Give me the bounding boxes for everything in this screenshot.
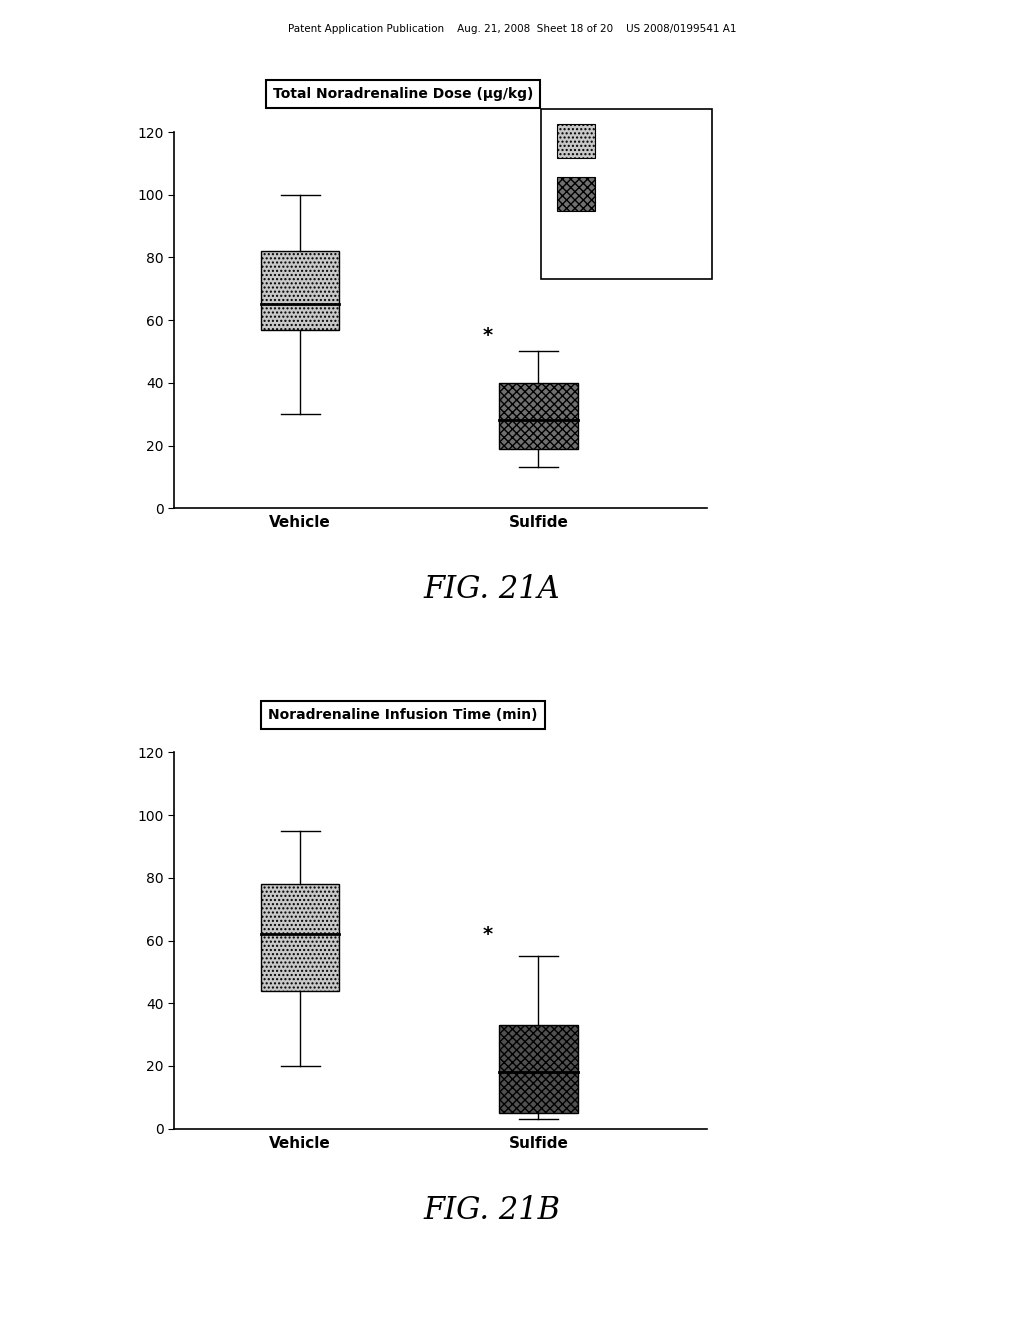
Bar (499, 383, 578, 449)
Text: FIG. 21A: FIG. 21A (423, 574, 560, 605)
Text: *: * (483, 925, 493, 944)
FancyBboxPatch shape (542, 110, 712, 279)
Bar (557, 177, 595, 211)
Text: Noradrenaline Infusion Time (min): Noradrenaline Infusion Time (min) (268, 708, 538, 722)
Text: FIG. 21B: FIG. 21B (423, 1195, 560, 1225)
Text: Patent Application Publication    Aug. 21, 2008  Sheet 18 of 20    US 2008/01995: Patent Application Publication Aug. 21, … (288, 24, 736, 34)
Bar (261, 251, 339, 330)
Bar (499, 1026, 578, 1113)
Text: Total Noradrenaline Dose (μg/kg): Total Noradrenaline Dose (μg/kg) (272, 87, 534, 102)
Text: *: * (483, 326, 493, 346)
Text: Vehicle: Vehicle (605, 135, 650, 148)
Bar (261, 884, 339, 990)
Bar (557, 124, 595, 158)
Text: Sulfide: Sulfide (605, 187, 648, 201)
